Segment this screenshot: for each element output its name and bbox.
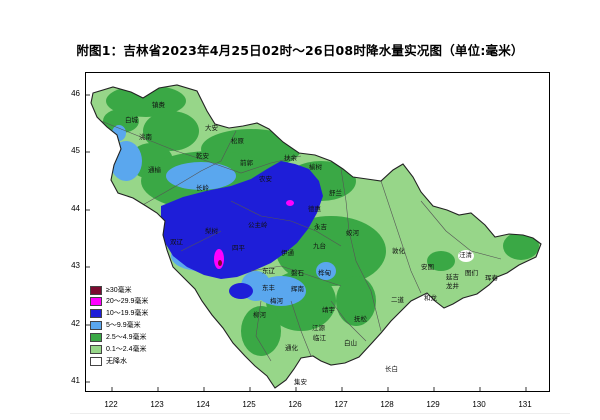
x-tick-131: 131 xyxy=(518,400,532,409)
place-label: 德惠 xyxy=(308,206,321,213)
place-label: 珲春 xyxy=(485,275,498,282)
y-tick-44: 44 xyxy=(71,204,80,213)
place-label: 桦甸 xyxy=(318,270,331,277)
place-label: 榆树 xyxy=(309,164,322,171)
place-label: 和龙 xyxy=(424,295,437,302)
legend-label: 20～29.9毫米 xyxy=(106,298,149,305)
place-label: 蛟河 xyxy=(346,230,359,237)
legend-label: ≥30毫米 xyxy=(106,287,132,294)
place-label: 农安 xyxy=(259,176,272,183)
legend-swatch xyxy=(90,297,102,306)
precipitation-map xyxy=(86,84,542,391)
place-label: 伊通 xyxy=(281,250,294,257)
place-label: 镇赉 xyxy=(152,102,165,109)
place-label: 东丰 xyxy=(262,285,275,292)
divider xyxy=(70,413,570,414)
place-label: 江源 xyxy=(312,325,325,332)
place-label: 扶余 xyxy=(284,155,297,162)
place-label: 乾安 xyxy=(196,153,209,160)
place-label: 安图 xyxy=(421,264,434,271)
place-label: 二道 xyxy=(391,297,404,304)
legend-swatch xyxy=(90,286,102,295)
place-label: 九台 xyxy=(313,243,326,250)
place-label: 通榆 xyxy=(148,167,161,174)
place-label: 洮南 xyxy=(139,134,152,141)
place-label: 长白 xyxy=(385,366,398,373)
map-frame xyxy=(85,72,550,392)
x-tick-129: 129 xyxy=(426,400,440,409)
place-label: 前郭 xyxy=(240,160,253,167)
y-tick-42: 42 xyxy=(71,319,80,328)
place-label: 汪清 xyxy=(459,252,472,259)
place-label: 公主岭 xyxy=(248,222,268,229)
place-label: 敦化 xyxy=(392,248,405,255)
place-label: 靖宇 xyxy=(322,307,335,314)
x-tick-122: 122 xyxy=(104,400,118,409)
x-tick-124: 124 xyxy=(196,400,210,409)
y-tick-43: 43 xyxy=(71,261,80,270)
place-label: 集安 xyxy=(294,379,307,386)
legend-label: 10～19.9毫米 xyxy=(106,310,149,317)
place-label: 龙井 xyxy=(446,283,459,290)
x-tick-126: 126 xyxy=(288,400,302,409)
legend-swatch xyxy=(90,309,102,318)
legend-label: 5～9.9毫米 xyxy=(106,322,141,329)
place-label: 临江 xyxy=(313,335,326,342)
legend-swatch xyxy=(90,333,102,342)
y-tick-45: 45 xyxy=(71,146,80,155)
x-tick-125: 125 xyxy=(242,400,256,409)
place-label: 松原 xyxy=(231,138,244,145)
place-label: 白山 xyxy=(344,340,357,347)
place-label: 长岭 xyxy=(196,185,209,192)
place-label: 辉南 xyxy=(291,286,304,293)
x-tick-130: 130 xyxy=(472,400,486,409)
place-label: 图们 xyxy=(465,270,478,277)
x-tick-123: 123 xyxy=(150,400,164,409)
legend-swatch xyxy=(90,345,102,354)
legend-label: 0.1～2.4毫米 xyxy=(106,346,147,353)
legend-swatch xyxy=(90,321,102,330)
place-label: 抚松 xyxy=(354,316,367,323)
place-label: 延吉 xyxy=(446,274,459,281)
x-tick-128: 128 xyxy=(380,400,394,409)
map-title: 附图1：吉林省2023年4月25日02时～26日08时降水量实况图（单位:毫米） xyxy=(76,43,524,58)
place-label: 柳河 xyxy=(253,312,266,319)
place-label: 磐石 xyxy=(291,270,304,277)
place-label: 梅河 xyxy=(270,298,283,305)
place-label: 梨树 xyxy=(205,228,218,235)
place-label: 舒兰 xyxy=(329,190,342,197)
place-label: 白城 xyxy=(125,117,138,124)
place-label: 双辽 xyxy=(170,239,183,246)
place-label: 永吉 xyxy=(314,224,327,231)
legend-label: 无降水 xyxy=(106,358,127,365)
place-label: 东辽 xyxy=(262,268,275,275)
place-label: 四平 xyxy=(232,245,245,252)
x-tick-127: 127 xyxy=(334,400,348,409)
place-label: 大安 xyxy=(205,125,218,132)
y-tick-41: 41 xyxy=(71,376,80,385)
y-tick-46: 46 xyxy=(71,89,80,98)
legend-label: 2.5～4.9毫米 xyxy=(106,334,147,341)
legend-swatch xyxy=(90,357,102,366)
place-label: 通化 xyxy=(285,345,298,352)
